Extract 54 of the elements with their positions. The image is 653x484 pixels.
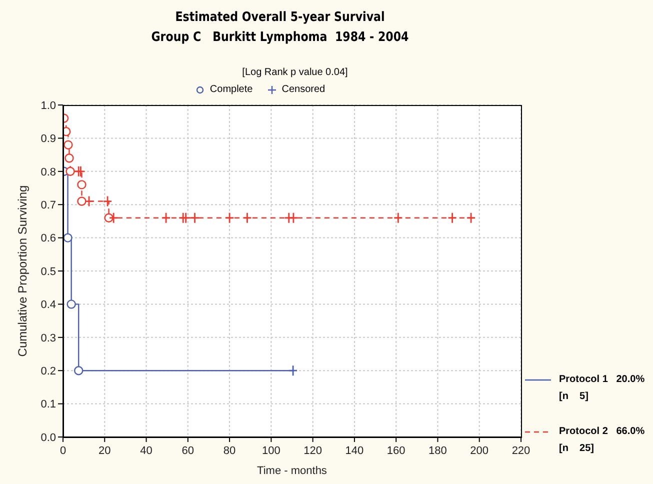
point bbox=[63, 126, 71, 136]
text: [Log Rank p value 0.04] bbox=[241, 67, 349, 78]
x-tick-label: 40 bbox=[140, 445, 152, 457]
y-tick-label: 0.6 bbox=[40, 232, 56, 245]
y-tick-label: 0.7 bbox=[40, 200, 56, 212]
y-tick-label: 0.1 bbox=[40, 398, 56, 411]
point bbox=[448, 212, 457, 224]
x-tick-label: 60 bbox=[182, 445, 194, 457]
x-tick-label: 20 bbox=[98, 445, 111, 457]
point bbox=[288, 364, 298, 376]
point bbox=[224, 212, 234, 224]
point bbox=[181, 212, 191, 224]
point bbox=[64, 154, 74, 163]
x-tick-label: 220 bbox=[512, 445, 530, 457]
point bbox=[66, 166, 75, 176]
legend-label: Complete bbox=[208, 84, 253, 95]
point bbox=[393, 212, 403, 224]
point bbox=[108, 212, 118, 224]
point bbox=[190, 212, 200, 224]
chart-subtitle: Group C Burkitt Lymphoma 1984 - 2004 bbox=[150, 30, 410, 45]
point bbox=[84, 196, 94, 207]
x-tick-label: 180 bbox=[428, 445, 447, 457]
point bbox=[77, 196, 86, 206]
y-tick-label: 0.2 bbox=[40, 366, 56, 378]
x-tick-label: 0 bbox=[60, 445, 66, 457]
point bbox=[77, 180, 86, 190]
x-tick-label: 140 bbox=[345, 445, 364, 457]
y-tick-label: 0.3 bbox=[40, 332, 56, 344]
point bbox=[161, 212, 171, 224]
point bbox=[288, 212, 298, 224]
y-tick-label: 0.9 bbox=[40, 133, 56, 146]
y-tick-label: 0.8 bbox=[40, 166, 56, 178]
chart-title: Estimated Overall 5-year Survival bbox=[174, 10, 386, 25]
y-tick-label: 0.5 bbox=[40, 266, 56, 278]
x-tick-label: 80 bbox=[223, 445, 236, 457]
point bbox=[63, 233, 72, 242]
point bbox=[102, 196, 112, 207]
point bbox=[64, 140, 73, 150]
legend-label: Protocol 2 66.0% [n 25] bbox=[559, 426, 645, 454]
x-tick-label: 160 bbox=[386, 445, 406, 457]
point bbox=[242, 212, 252, 224]
x-tick-label: 100 bbox=[262, 445, 280, 457]
y-tick-label: 1.0 bbox=[40, 100, 56, 112]
legend-label: Protocol 1 20.0% [n 5] bbox=[559, 374, 645, 402]
point bbox=[74, 366, 84, 376]
y-tick-label: 0.0 bbox=[40, 432, 56, 444]
x-tick-label: 200 bbox=[470, 445, 489, 457]
x-tick-label: 120 bbox=[304, 445, 322, 457]
y-axis-title: Cumulative Proportion Surviving bbox=[15, 185, 30, 357]
point bbox=[66, 300, 76, 309]
y-tick-label: 0.4 bbox=[40, 299, 56, 312]
point bbox=[466, 212, 476, 224]
x-axis-title: Time - months bbox=[257, 465, 328, 477]
legend-label: Censored bbox=[280, 84, 326, 95]
